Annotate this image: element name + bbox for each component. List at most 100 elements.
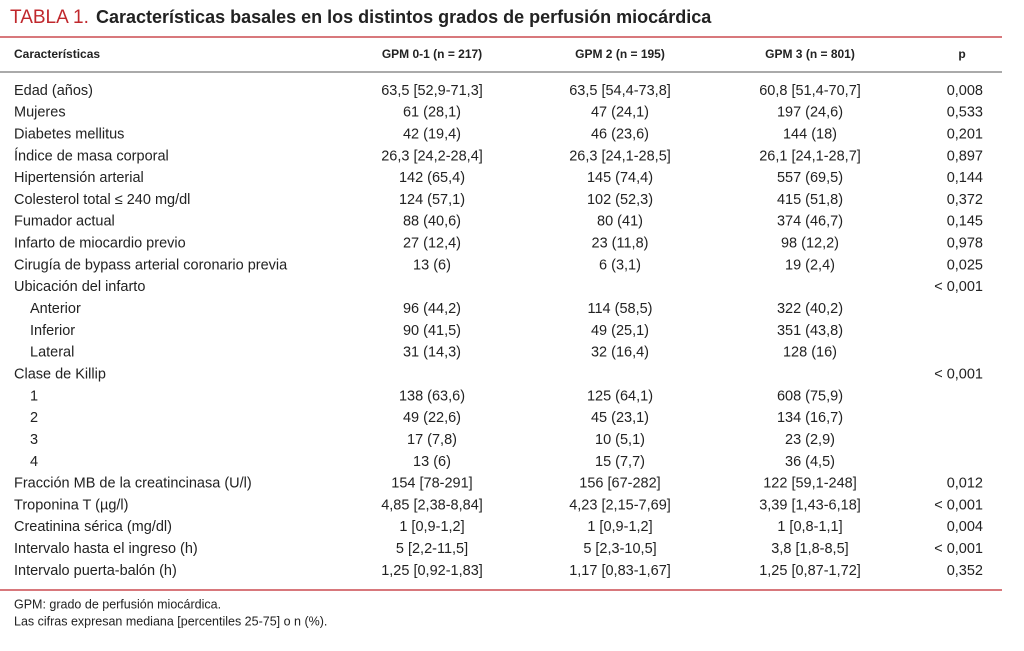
cell-value: 128 (16) xyxy=(783,345,837,361)
p-value: 0,025 xyxy=(947,257,983,273)
cell-value: 26,1 [24,1-28,7] xyxy=(759,148,861,164)
cell-value: 13 (6) xyxy=(413,454,451,470)
cell-value: 63,5 [54,4-73,8] xyxy=(569,83,671,99)
cell-value: 26,3 [24,2-28,4] xyxy=(381,148,483,164)
cell-value: 80 (41) xyxy=(597,214,643,230)
cell-value: 49 (25,1) xyxy=(591,323,649,339)
cell-value: 31 (14,3) xyxy=(403,345,461,361)
cell-value: 415 (51,8) xyxy=(777,192,843,208)
cell-value: 17 (7,8) xyxy=(407,432,457,448)
row-label: Infarto de miocardio previo xyxy=(14,236,186,252)
cell-value: 63,5 [52,9-71,3] xyxy=(381,83,483,99)
cell-value: 4,85 [2,38-8,84] xyxy=(381,497,483,513)
row-label: Intervalo puerta-balón (h) xyxy=(14,563,177,579)
cell-value: 5 [2,2-11,5] xyxy=(396,541,468,557)
cell-value: 36 (4,5) xyxy=(785,454,835,470)
row-label: 2 xyxy=(30,410,38,426)
cell-value: 61 (28,1) xyxy=(403,105,461,121)
p-value: 0,012 xyxy=(947,476,983,492)
cell-value: 122 [59,1-248] xyxy=(763,476,857,492)
row-label: Ubicación del infarto xyxy=(14,279,145,295)
cell-value: 608 (75,9) xyxy=(777,388,843,404)
cell-value: 47 (24,1) xyxy=(591,105,649,121)
cell-value: 124 (57,1) xyxy=(399,192,465,208)
row-label: Colesterol total ≤ 240 mg/dl xyxy=(14,192,190,208)
footnote: GPM: grado de perfusión miocárdica. xyxy=(14,597,221,611)
p-value: < 0,001 xyxy=(934,541,983,557)
cell-value: 142 (65,4) xyxy=(399,170,465,186)
row-label: Anterior xyxy=(30,301,81,317)
cell-value: 156 [67-282] xyxy=(579,476,660,492)
p-value: 0,144 xyxy=(947,170,983,186)
cell-value: 197 (24,6) xyxy=(777,105,843,121)
row-label: Clase de Killip xyxy=(14,366,106,382)
cell-value: 23 (11,8) xyxy=(592,236,649,252)
cell-value: 23 (2,9) xyxy=(785,432,835,448)
p-value: < 0,001 xyxy=(934,366,983,382)
cell-value: 154 [78-291] xyxy=(391,476,472,492)
p-value: 0,897 xyxy=(947,148,983,164)
p-value: 0,533 xyxy=(947,105,983,121)
cell-value: 3,39 [1,43-6,18] xyxy=(759,497,861,513)
cell-value: 45 (23,1) xyxy=(591,410,649,426)
row-label: Fumador actual xyxy=(14,214,115,230)
row-label: Fracción MB de la creatincinasa (U/l) xyxy=(14,476,252,492)
column-header: p xyxy=(958,47,965,61)
cell-value: 1,25 [0,87-1,72] xyxy=(759,563,861,579)
column-header: Características xyxy=(14,47,100,61)
cell-value: 96 (44,2) xyxy=(403,301,461,317)
row-label: Creatinina sérica (mg/dl) xyxy=(14,519,172,535)
column-header: GPM 2 (n = 195) xyxy=(575,47,665,61)
cell-value: 145 (74,4) xyxy=(587,170,653,186)
cell-value: 351 (43,8) xyxy=(777,323,843,339)
cell-value: 46 (23,6) xyxy=(591,126,649,142)
cell-value: 32 (16,4) xyxy=(591,345,649,361)
row-label: Índice de masa corporal xyxy=(14,147,169,164)
row-label: Edad (años) xyxy=(14,83,93,99)
cell-value: 26,3 [24,1-28,5] xyxy=(569,148,671,164)
row-label: Inferior xyxy=(30,323,75,339)
p-value: 0,372 xyxy=(947,192,983,208)
cell-value: 5 [2,3-10,5] xyxy=(583,541,656,557)
p-value: 0,201 xyxy=(947,126,983,142)
cell-value: 3,8 [1,8-8,5] xyxy=(771,541,848,557)
table-title: Características basales en los distintos… xyxy=(96,7,712,27)
cell-value: 49 (22,6) xyxy=(403,410,461,426)
cell-value: 1,25 [0,92-1,83] xyxy=(381,563,483,579)
cell-value: 42 (19,4) xyxy=(403,126,461,142)
column-header: GPM 3 (n = 801) xyxy=(765,47,855,61)
footnote: Las cifras expresan mediana [percentiles… xyxy=(14,614,327,628)
cell-value: 125 (64,1) xyxy=(587,388,653,404)
p-value: < 0,001 xyxy=(934,279,983,295)
cell-value: 374 (46,7) xyxy=(777,214,843,230)
row-label: Mujeres xyxy=(14,105,66,121)
cell-value: 10 (5,1) xyxy=(595,432,645,448)
cell-value: 557 (69,5) xyxy=(777,170,843,186)
column-header: GPM 0-1 (n = 217) xyxy=(382,47,482,61)
cell-value: 134 (16,7) xyxy=(777,410,843,426)
p-value: 0,352 xyxy=(947,563,983,579)
cell-value: 1 [0,9-1,2] xyxy=(587,519,652,535)
cell-value: 138 (63,6) xyxy=(399,388,465,404)
p-value: 0,004 xyxy=(947,519,983,535)
cell-value: 1,17 [0,83-1,67] xyxy=(569,563,671,579)
cell-value: 6 (3,1) xyxy=(599,257,641,273)
row-label: Troponina T (µg/l) xyxy=(14,497,128,513)
cell-value: 90 (41,5) xyxy=(403,323,461,339)
row-label: Lateral xyxy=(30,345,74,361)
cell-value: 13 (6) xyxy=(413,257,451,273)
cell-value: 15 (7,7) xyxy=(595,454,645,470)
cell-value: 88 (40,6) xyxy=(403,214,461,230)
cell-value: 144 (18) xyxy=(783,126,837,142)
p-value: 0,978 xyxy=(947,236,983,252)
row-label: Cirugía de bypass arterial coronario pre… xyxy=(14,257,288,273)
cell-value: 60,8 [51,4-70,7] xyxy=(759,83,861,99)
row-label: 1 xyxy=(30,388,38,404)
p-value: 0,145 xyxy=(947,214,983,230)
p-value: < 0,001 xyxy=(934,497,983,513)
table-label: TABLA 1. xyxy=(10,7,89,28)
row-label: 4 xyxy=(30,454,38,470)
cell-value: 1 [0,8-1,1] xyxy=(777,519,842,535)
cell-value: 114 (58,5) xyxy=(587,301,652,317)
